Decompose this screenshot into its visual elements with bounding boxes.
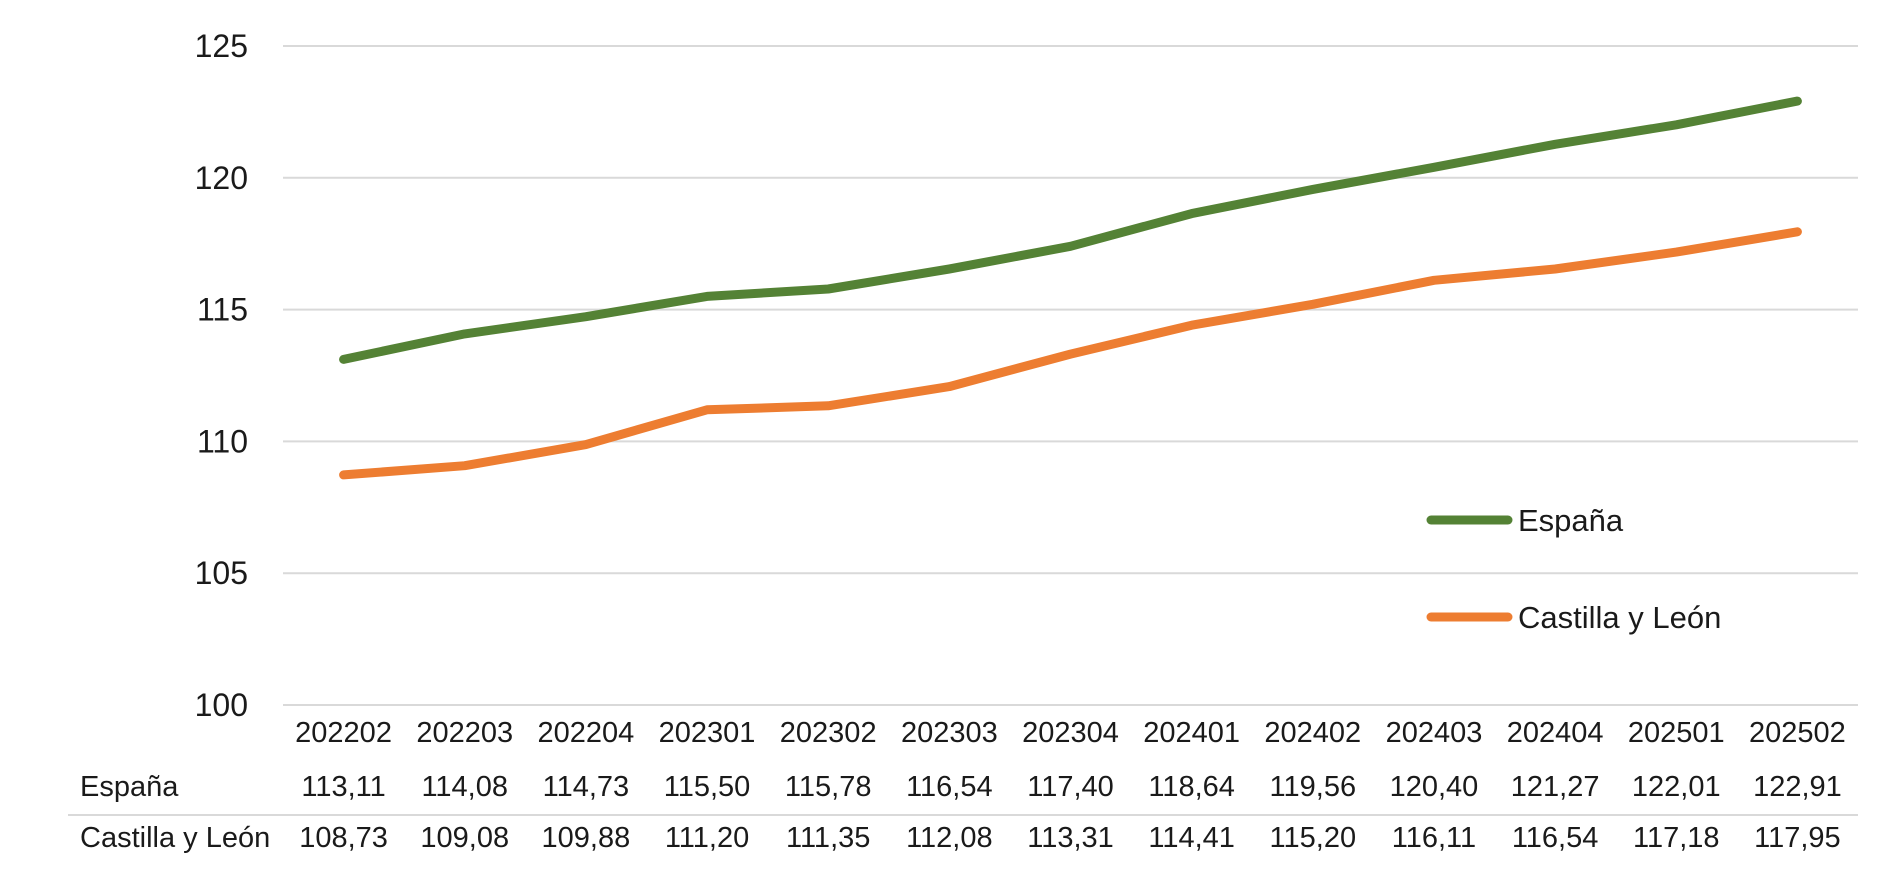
table-cell: 118,64 [1148, 771, 1235, 803]
table-cell: 109,08 [420, 822, 509, 854]
category-label: 202502 [1749, 717, 1846, 749]
table-cell: 115,50 [664, 771, 751, 803]
table-cell: 113,31 [1027, 822, 1114, 854]
y-tick-label: 110 [197, 423, 248, 459]
y-tick-label: 115 [197, 292, 248, 328]
table-row-label: España [80, 771, 179, 803]
table-cell: 114,41 [1148, 822, 1235, 854]
table-cell: 111,35 [786, 822, 870, 854]
table-cell: 115,78 [785, 771, 872, 803]
table-cell: 114,73 [543, 771, 630, 803]
table-cell: 113,11 [301, 771, 385, 803]
y-tick-label: 125 [195, 28, 248, 64]
series-line-1 [339, 227, 1802, 480]
x-axis-categories: 202202 202203 202204 202301 202302 202303 2023… [295, 717, 1846, 749]
series-lines [339, 96, 1802, 480]
table-cell: 122,91 [1753, 771, 1842, 803]
y-tick-label: 120 [195, 160, 248, 196]
table-cell: 120,40 [1390, 771, 1479, 803]
category-label: 202304 [1022, 717, 1119, 749]
table-cell: 116,54 [1512, 822, 1599, 854]
table-cell: 117,95 [1754, 822, 1841, 854]
table-cell: 114,08 [421, 771, 508, 803]
table-cell: 108,73 [299, 822, 388, 854]
table-cell: 117,40 [1027, 771, 1114, 803]
y-axis-ticks: 100 105 110 115 120 125 [195, 28, 248, 723]
table-cell: 117,18 [1633, 822, 1720, 854]
category-label: 202303 [901, 717, 998, 749]
y-tick-label: 105 [195, 555, 248, 591]
table-cell: 119,56 [1270, 771, 1357, 803]
table-cell: 116,11 [1392, 822, 1476, 854]
table-cell: 115,20 [1270, 822, 1357, 854]
y-tick-label: 100 [195, 687, 248, 723]
legend-label: Castilla y León [1518, 600, 1721, 635]
category-label: 202301 [659, 717, 756, 749]
table-cell: 109,88 [542, 822, 631, 854]
legend: España Castilla y León [1426, 503, 1721, 635]
legend-label: España [1518, 503, 1624, 538]
table-cell: 116,54 [906, 771, 993, 803]
category-label: 202403 [1386, 717, 1483, 749]
category-label: 202202 [295, 717, 392, 749]
data-table: España 113,11 114,08 114,73 115,50 115,78 116,… [68, 771, 1858, 854]
table-cell: 111,20 [665, 822, 749, 854]
category-label: 202203 [416, 717, 513, 749]
category-label: 202401 [1143, 717, 1240, 749]
table-cell: 122,01 [1632, 771, 1721, 803]
series-line-0 [339, 96, 1802, 364]
table-cell: 112,08 [906, 822, 993, 854]
category-label: 202501 [1628, 717, 1725, 749]
category-label: 202302 [780, 717, 877, 749]
category-label: 202204 [537, 717, 634, 749]
table-cell: 121,27 [1511, 771, 1600, 803]
grid-lines [283, 45, 1858, 706]
category-label: 202402 [1264, 717, 1361, 749]
table-row-label: Castilla y León [80, 822, 270, 854]
category-label: 202404 [1507, 717, 1604, 749]
